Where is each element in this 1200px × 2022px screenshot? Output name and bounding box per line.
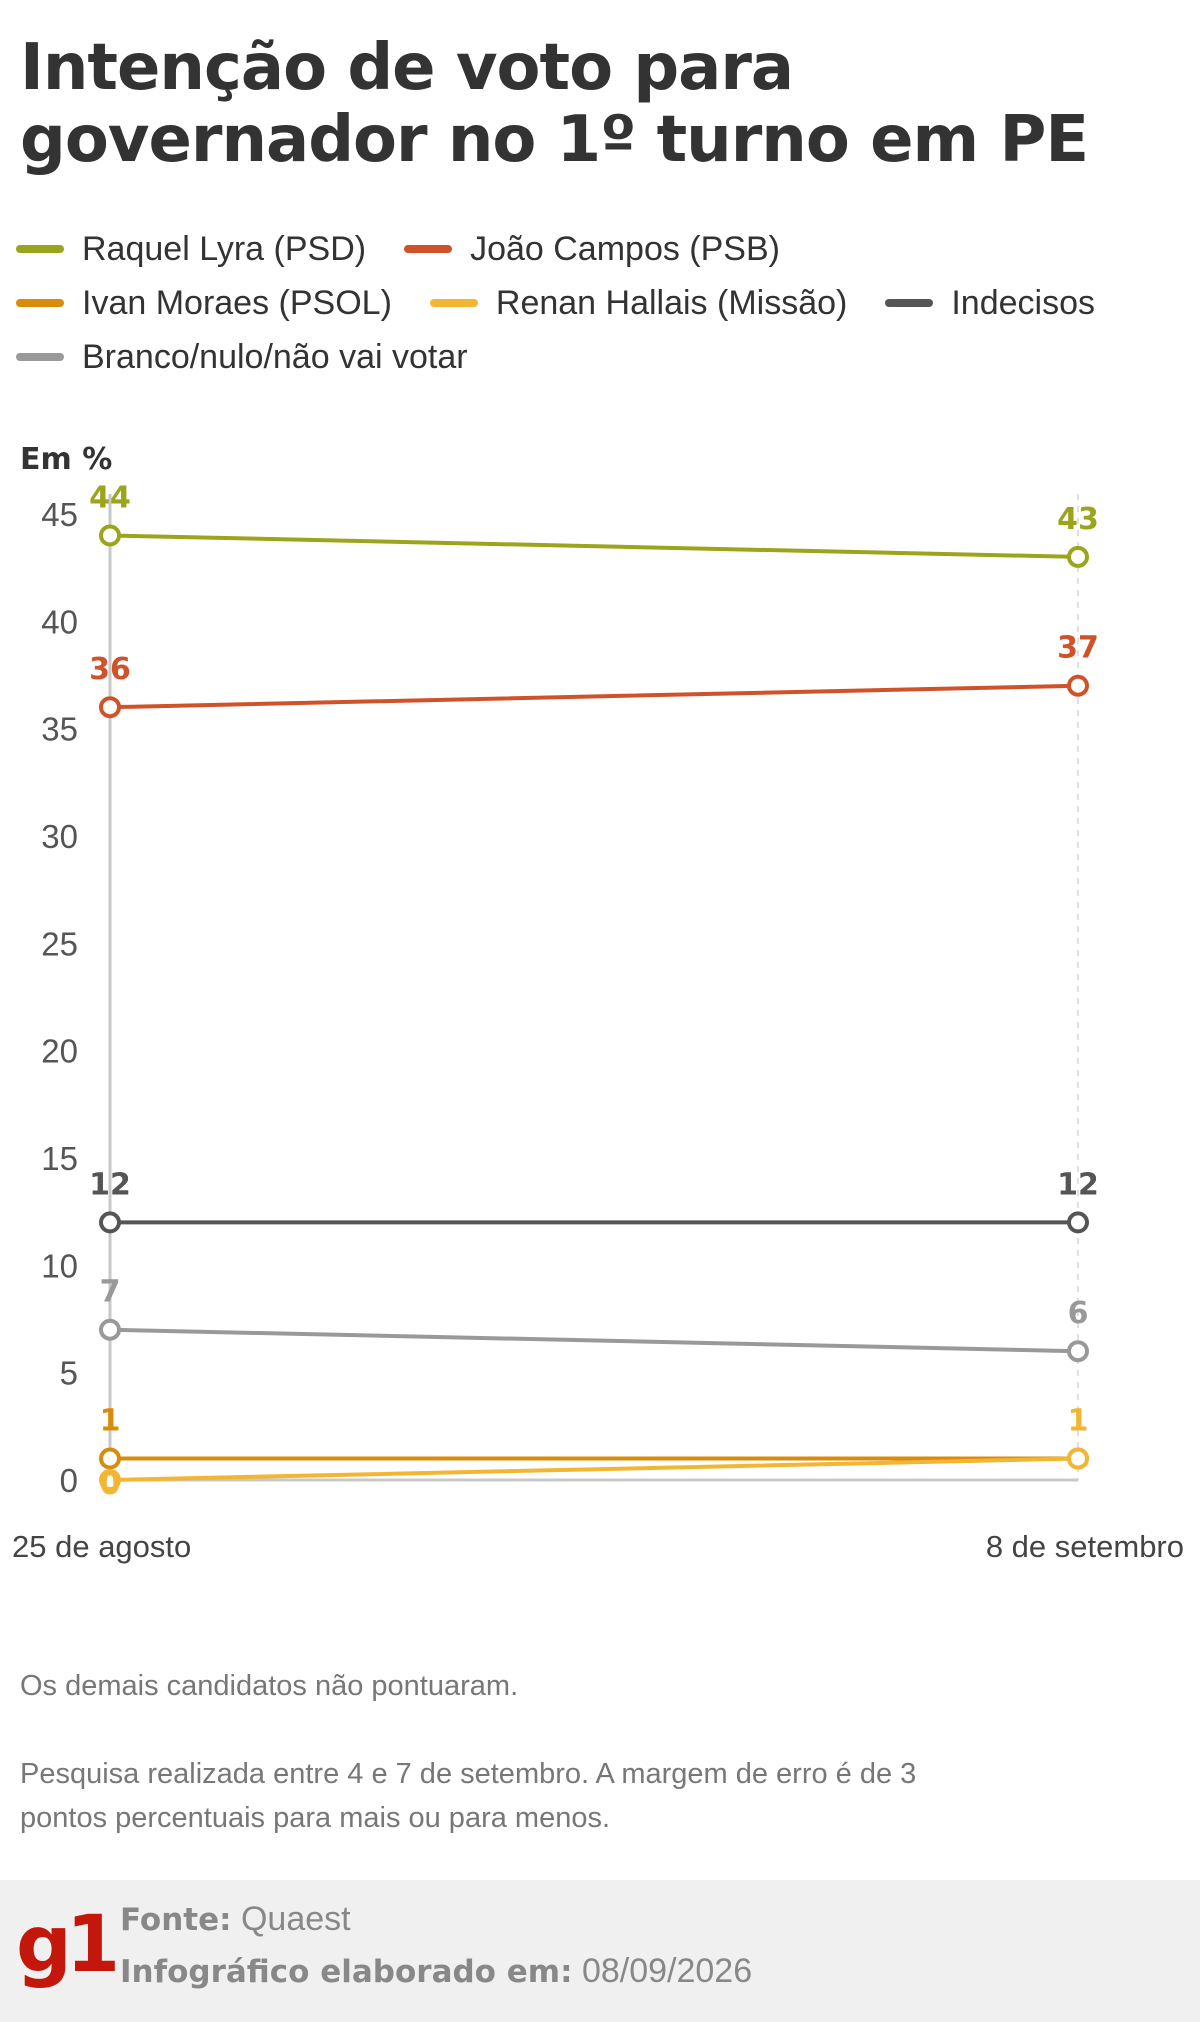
data-point [99,1211,121,1234]
y-tick-label: 25 [41,925,78,962]
data-label: 6 [1068,1296,1089,1331]
series-line [108,1327,1080,1354]
data-label: 36 [89,652,131,687]
data-point [99,696,121,719]
data-point [99,1447,121,1470]
y-tick-label: 30 [41,818,78,855]
series-line [108,533,1080,559]
data-label: 43 [1057,502,1099,537]
legend-label: Branco/nulo/não vai votar [82,337,468,376]
series-line [108,1456,1080,1482]
legend-swatch [429,299,478,307]
y-tick-label: 0 [60,1462,78,1499]
x-tick-label: 8 de setembro [986,1529,1184,1564]
data-label: 44 [89,480,131,515]
note-other-candidates: Os demais candidatos não pontuaram. [20,1670,519,1702]
footer-source-label: Fonte: [120,1902,232,1938]
data-point [99,524,121,547]
note-methodology: Pesquisa realizada entre 4 e 7 de setemb… [20,1758,917,1834]
legend-swatch [885,299,934,307]
y-tick-label: 10 [41,1247,78,1284]
legend-item-branco-nulo: Branco/nulo/não vai votar [16,338,468,377]
footer-date: Infográfico elaborado em: 08/09/2026 [120,1952,752,1991]
data-point [99,1318,121,1341]
y-tick-label: 45 [41,496,78,533]
y-tick-label: 20 [41,1033,78,1070]
data-label: 12 [89,1167,131,1202]
data-label: 7 [100,1275,121,1310]
series-line [108,683,1080,710]
data-point [1067,1211,1089,1234]
footer-date-label: Infográfico elaborado em: [120,1954,573,1990]
legend-label: João Campos (PSB) [470,229,780,268]
x-tick-label: 25 de agosto [12,1529,191,1564]
y-tick-label: 5 [60,1355,78,1392]
legend-item-ivan-moraes: Ivan Moraes (PSOL) [16,284,392,323]
legend-swatch [16,353,64,361]
legend-label: Indecisos [951,283,1095,322]
legend-swatch [16,245,64,253]
legend-item-raquel-lyra: Raquel Lyra (PSD) [16,230,366,269]
data-label: 0 [100,1467,121,1502]
data-label: 1 [1068,1404,1089,1439]
footer: g1 Fonte: Quaest Infográfico elaborado e… [0,1880,1200,2022]
y-axis-unit-label: Em % [20,442,113,477]
legend-item-joao-campos: João Campos (PSB) [404,230,780,269]
legend-row: Branco/nulo/não vai votar [16,330,1186,384]
legend-item-renan-hallais: Renan Hallais (Missão) [429,283,848,323]
footer-source: Fonte: Quaest [120,1900,351,1939]
chart-title: Intenção de voto para governador no 1º t… [20,31,1089,177]
legend-label: Renan Hallais (Missão) [495,283,848,322]
legend-row: Ivan Moraes (PSOL) Renan Hallais (Missão… [16,276,1186,330]
y-tick-label: 15 [41,1140,78,1177]
data-point [1067,1447,1089,1470]
footer-source-value: Quaest [240,1900,351,1938]
legend-swatch [404,245,453,253]
data-point [1067,674,1089,697]
data-point [1067,1340,1089,1363]
legend-swatch [16,299,64,307]
legend-item-indecisos: Indecisos [885,284,1095,323]
legend-label: Ivan Moraes (PSOL) [82,283,392,322]
legend-label: Raquel Lyra (PSD) [82,229,367,268]
legend: Raquel Lyra (PSD) João Campos (PSB) Ivan… [16,222,1186,384]
data-label: 12 [1057,1167,1099,1202]
data-point [1067,545,1089,568]
data-point [99,1469,121,1491]
data-label: 37 [1057,631,1099,666]
data-label: 1 [100,1404,121,1439]
y-tick-label: 40 [41,603,78,640]
footer-date-value: 08/09/2026 [581,1952,753,1990]
y-tick-label: 35 [41,711,78,748]
g1-logo: g1 [16,1900,120,1990]
legend-row: Raquel Lyra (PSD) João Campos (PSB) [16,222,1186,276]
